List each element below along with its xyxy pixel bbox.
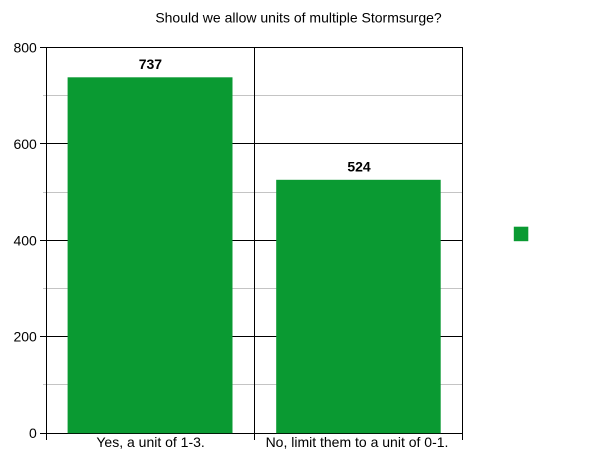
svg-text:600: 600 <box>13 136 37 152</box>
svg-text:737: 737 <box>139 56 163 72</box>
svg-text:200: 200 <box>13 329 37 345</box>
svg-text:800: 800 <box>13 39 37 55</box>
svg-text:524: 524 <box>347 158 371 174</box>
svg-text:Should we allow units of multi: Should we allow units of multiple Storms… <box>155 10 442 26</box>
svg-text:0: 0 <box>29 425 37 441</box>
svg-text:Yes, a unit of 1-3.: Yes, a unit of 1-3. <box>96 434 204 450</box>
svg-text:No, limit them to a unit of 0-: No, limit them to a unit of 0-1. <box>266 434 449 450</box>
svg-text:400: 400 <box>13 232 37 248</box>
